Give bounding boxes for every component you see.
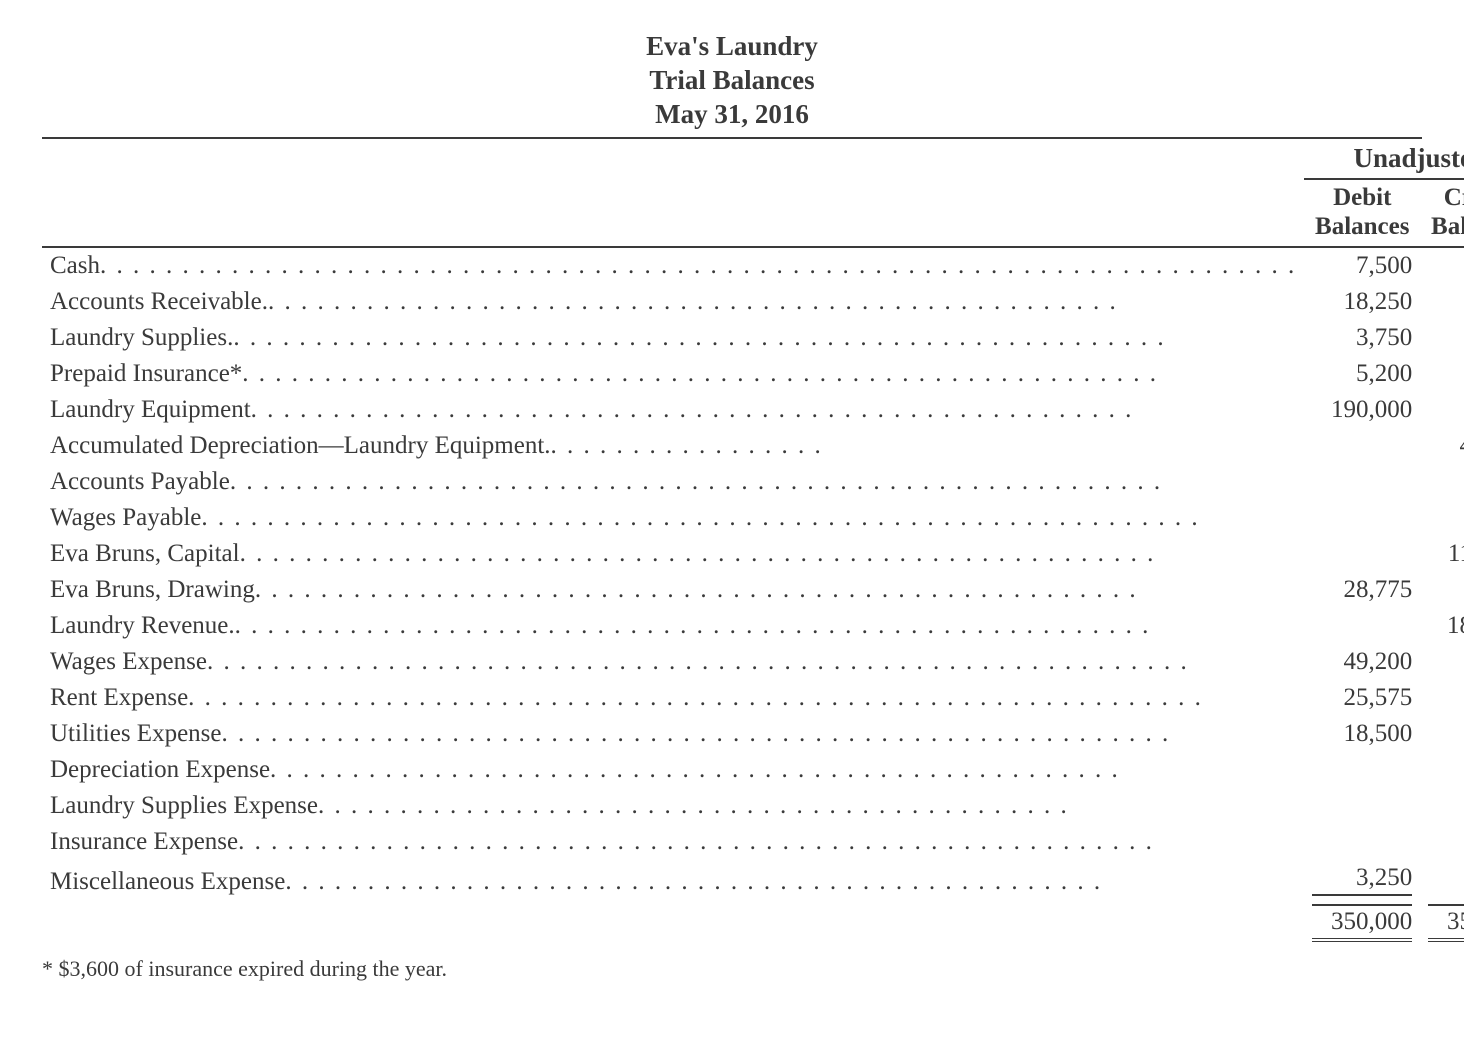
amount-cell	[1420, 500, 1464, 536]
amount-cell: 9,600	[1420, 464, 1464, 500]
account-label: Rent Expense . . . . . . . . . . . . . .…	[42, 680, 1304, 716]
amount-cell	[1304, 752, 1420, 788]
amount-cell: 25,575	[1304, 680, 1420, 716]
amount-cell	[1420, 788, 1464, 824]
table-row: Insurance Expense . . . . . . . . . . . …	[42, 824, 1464, 860]
amount-cell	[1420, 356, 1464, 392]
amount-cell: 182,100	[1420, 608, 1464, 644]
amount-cell: 3,250	[1304, 860, 1420, 900]
table-row: Accumulated Depreciation—Laundry Equipme…	[42, 428, 1464, 464]
amount-cell	[1420, 320, 1464, 356]
trial-balance-document: Eva's Laundry Trial Balances May 31, 201…	[42, 30, 1422, 982]
table-row: Eva Bruns, Drawing . . . . . . . . . . .…	[42, 572, 1464, 608]
amount-cell: 3,750	[1304, 320, 1420, 356]
table-row: Laundry Revenue. . . . . . . . . . . . .…	[42, 608, 1464, 644]
title-statement: Trial Balances	[42, 64, 1422, 98]
account-label: Utilities Expense . . . . . . . . . . . …	[42, 716, 1304, 752]
header-col-row: DebitBalances CreditBalances DebitBalanc…	[42, 179, 1464, 247]
amount-cell: 7,500	[1304, 247, 1420, 284]
amount-cell	[1304, 788, 1420, 824]
amount-cell	[1420, 572, 1464, 608]
table-row: Utilities Expense . . . . . . . . . . . …	[42, 716, 1464, 752]
table-row: Prepaid Insurance* . . . . . . . . . . .…	[42, 356, 1464, 392]
totals-row: 350,000350,000358,000351,000	[42, 900, 1464, 946]
amount-cell	[1420, 247, 1464, 284]
amount-cell: 18,500	[1304, 716, 1420, 752]
account-label: Laundry Supplies Expense . . . . . . . .…	[42, 788, 1304, 824]
account-label: Eva Bruns, Drawing . . . . . . . . . . .…	[42, 572, 1304, 608]
footnote: * $3,600 of insurance expired during the…	[42, 956, 1422, 982]
account-label: Insurance Expense . . . . . . . . . . . …	[42, 824, 1304, 860]
header-group-row: Unadjusted Adjusted	[42, 139, 1464, 179]
table-row: Laundry Equipment . . . . . . . . . . . …	[42, 392, 1464, 428]
account-label: Laundry Supplies. . . . . . . . . . . . …	[42, 320, 1304, 356]
table-row: Depreciation Expense . . . . . . . . . .…	[42, 752, 1464, 788]
table-row: Rent Expense . . . . . . . . . . . . . .…	[42, 680, 1464, 716]
account-label: Miscellaneous Expense . . . . . . . . . …	[42, 860, 1304, 900]
title-block: Eva's Laundry Trial Balances May 31, 201…	[42, 30, 1422, 139]
amount-cell	[1420, 860, 1464, 900]
amount-cell	[1304, 608, 1420, 644]
amount-cell: 350,000	[1420, 900, 1464, 946]
amount-cell	[1304, 824, 1420, 860]
account-label: Laundry Equipment . . . . . . . . . . . …	[42, 392, 1304, 428]
account-label: Cash . . . . . . . . . . . . . . . . . .…	[42, 247, 1304, 284]
table-row: Miscellaneous Expense . . . . . . . . . …	[42, 860, 1464, 900]
table-row: Wages Payable . . . . . . . . . . . . . …	[42, 500, 1464, 536]
table-row: Eva Bruns, Capital . . . . . . . . . . .…	[42, 536, 1464, 572]
amount-cell: 110,300	[1420, 536, 1464, 572]
header-unadj-credit: CreditBalances	[1420, 179, 1464, 247]
amount-cell	[1420, 644, 1464, 680]
header-unadjusted: Unadjusted	[1304, 139, 1464, 179]
amount-cell: 5,200	[1304, 356, 1420, 392]
account-label: Accumulated Depreciation—Laundry Equipme…	[42, 428, 1304, 464]
amount-cell	[1420, 284, 1464, 320]
amount-cell	[1420, 824, 1464, 860]
blank-label	[42, 900, 1304, 946]
account-label: Accounts Payable . . . . . . . . . . . .…	[42, 464, 1304, 500]
title-date: May 31, 2016	[42, 98, 1422, 132]
account-label: Wages Payable . . . . . . . . . . . . . …	[42, 500, 1304, 536]
account-label: Eva Bruns, Capital . . . . . . . . . . .…	[42, 536, 1304, 572]
amount-cell: 48,000	[1420, 428, 1464, 464]
account-label: Wages Expense . . . . . . . . . . . . . …	[42, 644, 1304, 680]
header-unadj-debit: DebitBalances	[1304, 179, 1420, 247]
amount-cell: 190,000	[1304, 392, 1420, 428]
account-label: Depreciation Expense . . . . . . . . . .…	[42, 752, 1304, 788]
table-row: Accounts Receivable. . . . . . . . . . .…	[42, 284, 1464, 320]
amount-cell	[1304, 500, 1420, 536]
title-company: Eva's Laundry	[42, 30, 1422, 64]
amount-cell	[1420, 752, 1464, 788]
table-row: Accounts Payable . . . . . . . . . . . .…	[42, 464, 1464, 500]
table-row: Laundry Supplies. . . . . . . . . . . . …	[42, 320, 1464, 356]
table-row: Cash . . . . . . . . . . . . . . . . . .…	[42, 247, 1464, 284]
account-label: Laundry Revenue. . . . . . . . . . . . .…	[42, 608, 1304, 644]
table-row: Wages Expense . . . . . . . . . . . . . …	[42, 644, 1464, 680]
amount-cell: 350,000	[1304, 900, 1420, 946]
table-row: Laundry Supplies Expense . . . . . . . .…	[42, 788, 1464, 824]
amount-cell	[1304, 536, 1420, 572]
trial-balance-table: Unadjusted Adjusted DebitBalances Credit…	[42, 139, 1464, 946]
amount-cell	[1304, 428, 1420, 464]
amount-cell	[1420, 716, 1464, 752]
amount-cell	[1420, 680, 1464, 716]
account-label: Accounts Receivable. . . . . . . . . . .…	[42, 284, 1304, 320]
amount-cell	[1304, 464, 1420, 500]
amount-cell: 28,775	[1304, 572, 1420, 608]
amount-cell: 18,250	[1304, 284, 1420, 320]
account-label: Prepaid Insurance* . . . . . . . . . . .…	[42, 356, 1304, 392]
amount-cell: 49,200	[1304, 644, 1420, 680]
amount-cell	[1420, 392, 1464, 428]
